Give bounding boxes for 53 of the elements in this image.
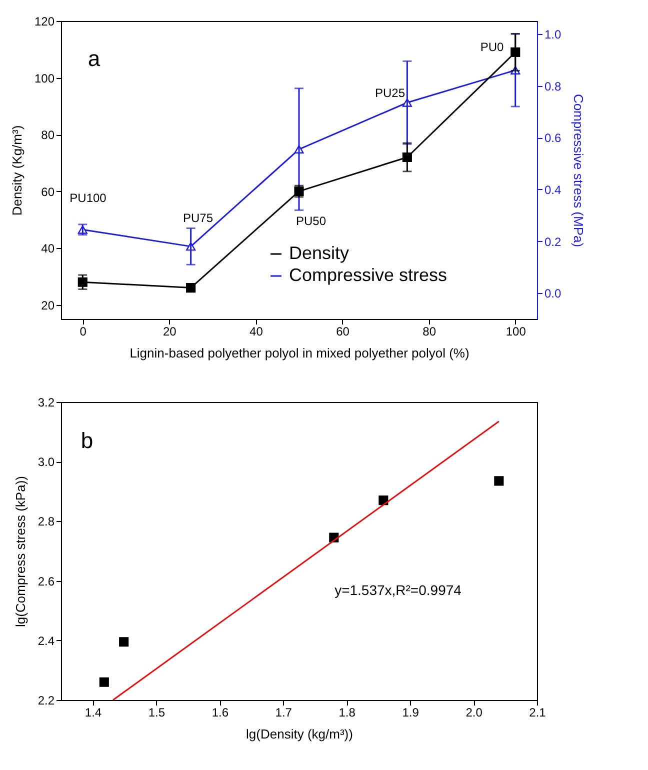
x-tick-label: 1.8 (338, 706, 356, 720)
annotation: b (80, 428, 94, 453)
y2-tick-label: 0.4 (544, 182, 562, 197)
legend-label: Density (289, 243, 350, 263)
y-tick-label: 100 (34, 71, 55, 86)
x-tick-label: 100 (506, 324, 526, 338)
x-tick-label: 1.4 (84, 706, 102, 720)
annotation: PU50 (296, 214, 326, 228)
y2-tick-label: 0.0 (544, 286, 562, 301)
annotation: PU0 (480, 40, 504, 54)
y2-tick-label: 0.6 (544, 131, 562, 146)
annotation: PU75 (182, 211, 214, 225)
x-axis-title: lg(Density (kg/m³)) (246, 726, 353, 742)
x-tick-label: 1.7 (275, 706, 292, 720)
x-axis-title: Lignin-based polyether polyol in mixed polyether polyol (%) (130, 346, 470, 360)
x-tick-label: 80 (422, 324, 436, 338)
y-tick-label: 2.4 (38, 634, 55, 648)
point (294, 186, 304, 196)
y-tick-label: 80 (41, 128, 55, 142)
x-tick-label: 60 (336, 324, 350, 338)
x-tick-label: 40 (250, 324, 264, 338)
x-tick-label: 2.0 (466, 706, 483, 720)
y-tick-label: 60 (41, 184, 55, 199)
point (99, 677, 109, 687)
y2-axis-title: Compressive stress (MPa) (571, 94, 586, 248)
point (378, 496, 388, 506)
legend-label: Compressive stress (289, 265, 448, 285)
y-tick-label: 120 (34, 14, 55, 28)
y2-tick-label: 0.2 (544, 234, 562, 249)
annotation: y=1.537x,R²=0.9974 (334, 582, 462, 598)
y2-tick-label: 1.0 (544, 27, 562, 42)
x-tick-label: 20 (163, 324, 177, 338)
point (186, 283, 196, 293)
y-tick-label: 40 (41, 242, 55, 256)
y-axis-title: Density (Kg/m³) (9, 125, 24, 216)
x-tick-label: 1.6 (212, 706, 229, 720)
annotation: a (88, 46, 101, 71)
annotation: PU25 (374, 86, 406, 100)
x-tick-label: 2.1 (529, 706, 546, 720)
x-tick-label: 1.5 (148, 706, 166, 720)
x-tick-label: 0 (80, 324, 87, 338)
y2-tick-label: 0.8 (544, 79, 562, 94)
point (494, 476, 504, 486)
y-tick-label: 3.2 (38, 396, 55, 410)
y-tick-label: 2.2 (38, 694, 55, 708)
annotation: PU100 (70, 191, 107, 205)
y-tick-label: 20 (41, 298, 55, 312)
y-tick-label: 2.8 (38, 514, 55, 529)
y-axis-title: lg(Compress stress (kPa)) (12, 476, 28, 627)
x-tick-label: 1.9 (402, 706, 420, 720)
y-tick-label: 3.0 (38, 455, 55, 470)
point (119, 637, 129, 647)
y-tick-label: 2.6 (38, 574, 55, 588)
